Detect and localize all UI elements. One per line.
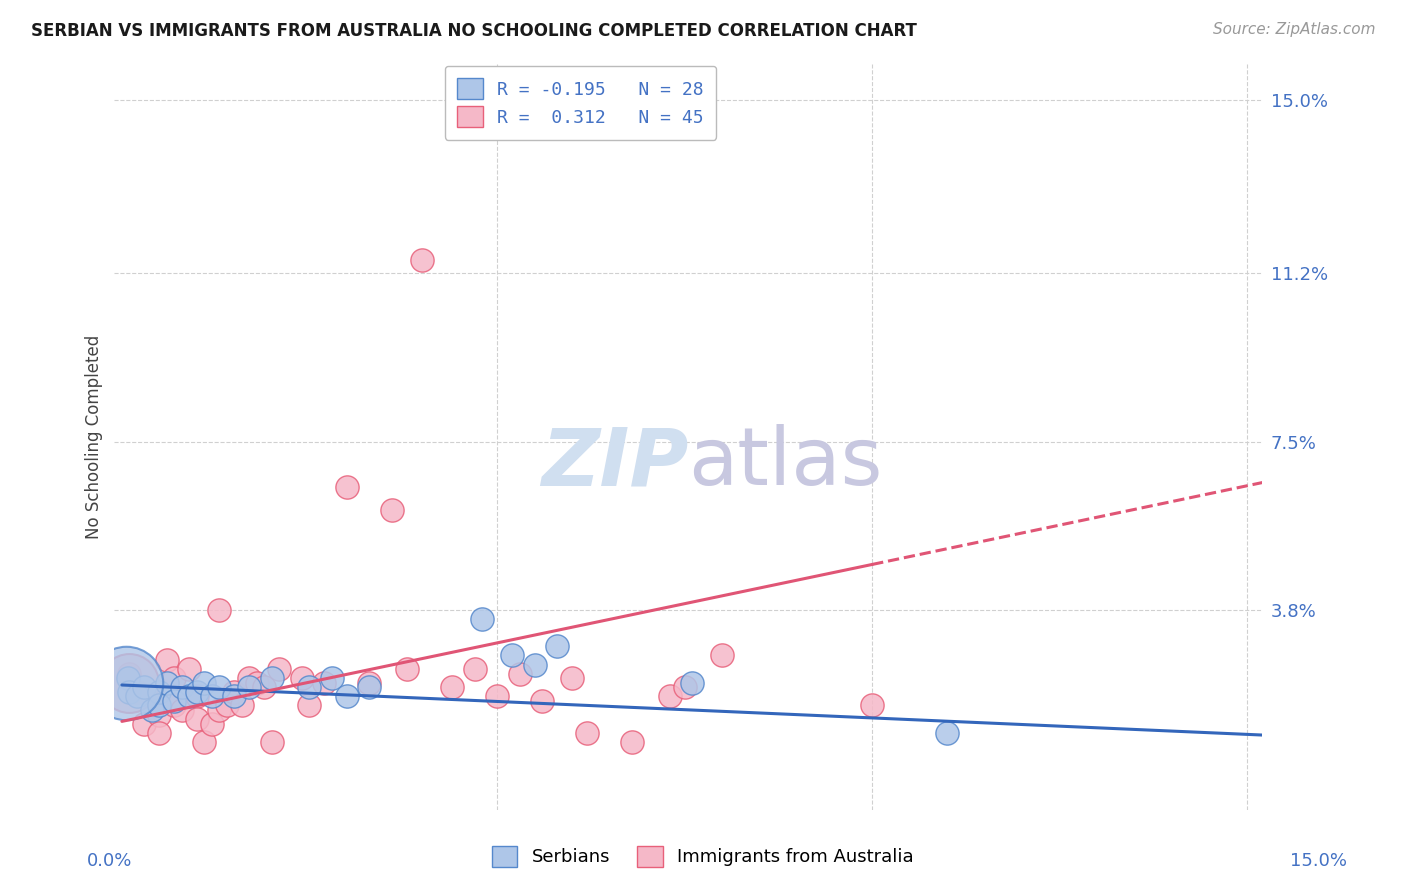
- Point: [193, 675, 215, 690]
- Point: [336, 690, 359, 704]
- Y-axis label: No Schooling Completed: No Schooling Completed: [86, 335, 103, 539]
- Point: [576, 725, 599, 739]
- Point: [471, 612, 494, 626]
- Point: [148, 685, 170, 699]
- Point: [201, 716, 224, 731]
- Point: [501, 648, 523, 663]
- Point: [186, 685, 208, 699]
- Point: [381, 503, 404, 517]
- Point: [359, 675, 381, 690]
- Point: [531, 694, 554, 708]
- Point: [163, 698, 186, 713]
- Point: [186, 712, 208, 726]
- Point: [208, 603, 231, 617]
- Point: [260, 671, 283, 685]
- Text: 15.0%: 15.0%: [1291, 852, 1347, 870]
- Point: [253, 680, 276, 694]
- Text: ZIP: ZIP: [541, 425, 689, 502]
- Point: [201, 690, 224, 704]
- Point: [134, 680, 156, 694]
- Point: [298, 680, 321, 694]
- Point: [141, 690, 163, 704]
- Point: [186, 690, 208, 704]
- Point: [179, 690, 201, 704]
- Point: [395, 662, 418, 676]
- Text: atlas: atlas: [689, 425, 883, 502]
- Point: [673, 680, 696, 694]
- Point: [269, 662, 291, 676]
- Point: [118, 675, 141, 690]
- Point: [238, 671, 260, 685]
- Point: [156, 653, 179, 667]
- Point: [246, 675, 269, 690]
- Text: SERBIAN VS IMMIGRANTS FROM AUSTRALIA NO SCHOOLING COMPLETED CORRELATION CHART: SERBIAN VS IMMIGRANTS FROM AUSTRALIA NO …: [31, 22, 917, 40]
- Point: [118, 666, 141, 681]
- Point: [148, 725, 170, 739]
- Point: [156, 675, 179, 690]
- Point: [117, 671, 139, 685]
- Point: [163, 671, 186, 685]
- Point: [321, 671, 343, 685]
- Point: [238, 680, 260, 694]
- Point: [523, 657, 546, 672]
- Point: [291, 671, 314, 685]
- Point: [208, 680, 231, 694]
- Point: [411, 252, 433, 267]
- Point: [463, 662, 485, 676]
- Point: [711, 648, 734, 663]
- Point: [125, 685, 148, 699]
- Text: 0.0%: 0.0%: [87, 852, 132, 870]
- Point: [359, 680, 381, 694]
- Point: [224, 685, 246, 699]
- Point: [621, 735, 644, 749]
- Point: [260, 735, 283, 749]
- Text: Source: ZipAtlas.com: Source: ZipAtlas.com: [1212, 22, 1375, 37]
- Point: [114, 675, 136, 690]
- Point: [208, 703, 231, 717]
- Point: [314, 675, 336, 690]
- Point: [215, 698, 238, 713]
- Point: [125, 690, 148, 704]
- Point: [440, 680, 463, 694]
- Point: [224, 690, 246, 704]
- Legend: Serbians, Immigrants from Australia: Serbians, Immigrants from Australia: [485, 838, 921, 874]
- Point: [193, 735, 215, 749]
- Point: [561, 671, 583, 685]
- Point: [936, 725, 959, 739]
- Point: [336, 480, 359, 494]
- Point: [179, 662, 201, 676]
- Legend: R = -0.195   N = 28, R =  0.312   N = 45: R = -0.195 N = 28, R = 0.312 N = 45: [444, 66, 717, 140]
- Point: [170, 680, 193, 694]
- Point: [118, 685, 141, 699]
- Point: [148, 698, 170, 713]
- Point: [658, 690, 681, 704]
- Point: [509, 666, 531, 681]
- Point: [231, 698, 253, 713]
- Point: [163, 694, 186, 708]
- Point: [141, 703, 163, 717]
- Point: [681, 675, 703, 690]
- Point: [134, 716, 156, 731]
- Point: [298, 698, 321, 713]
- Point: [486, 690, 509, 704]
- Point: [860, 698, 883, 713]
- Point: [148, 707, 170, 722]
- Point: [546, 640, 568, 654]
- Point: [170, 703, 193, 717]
